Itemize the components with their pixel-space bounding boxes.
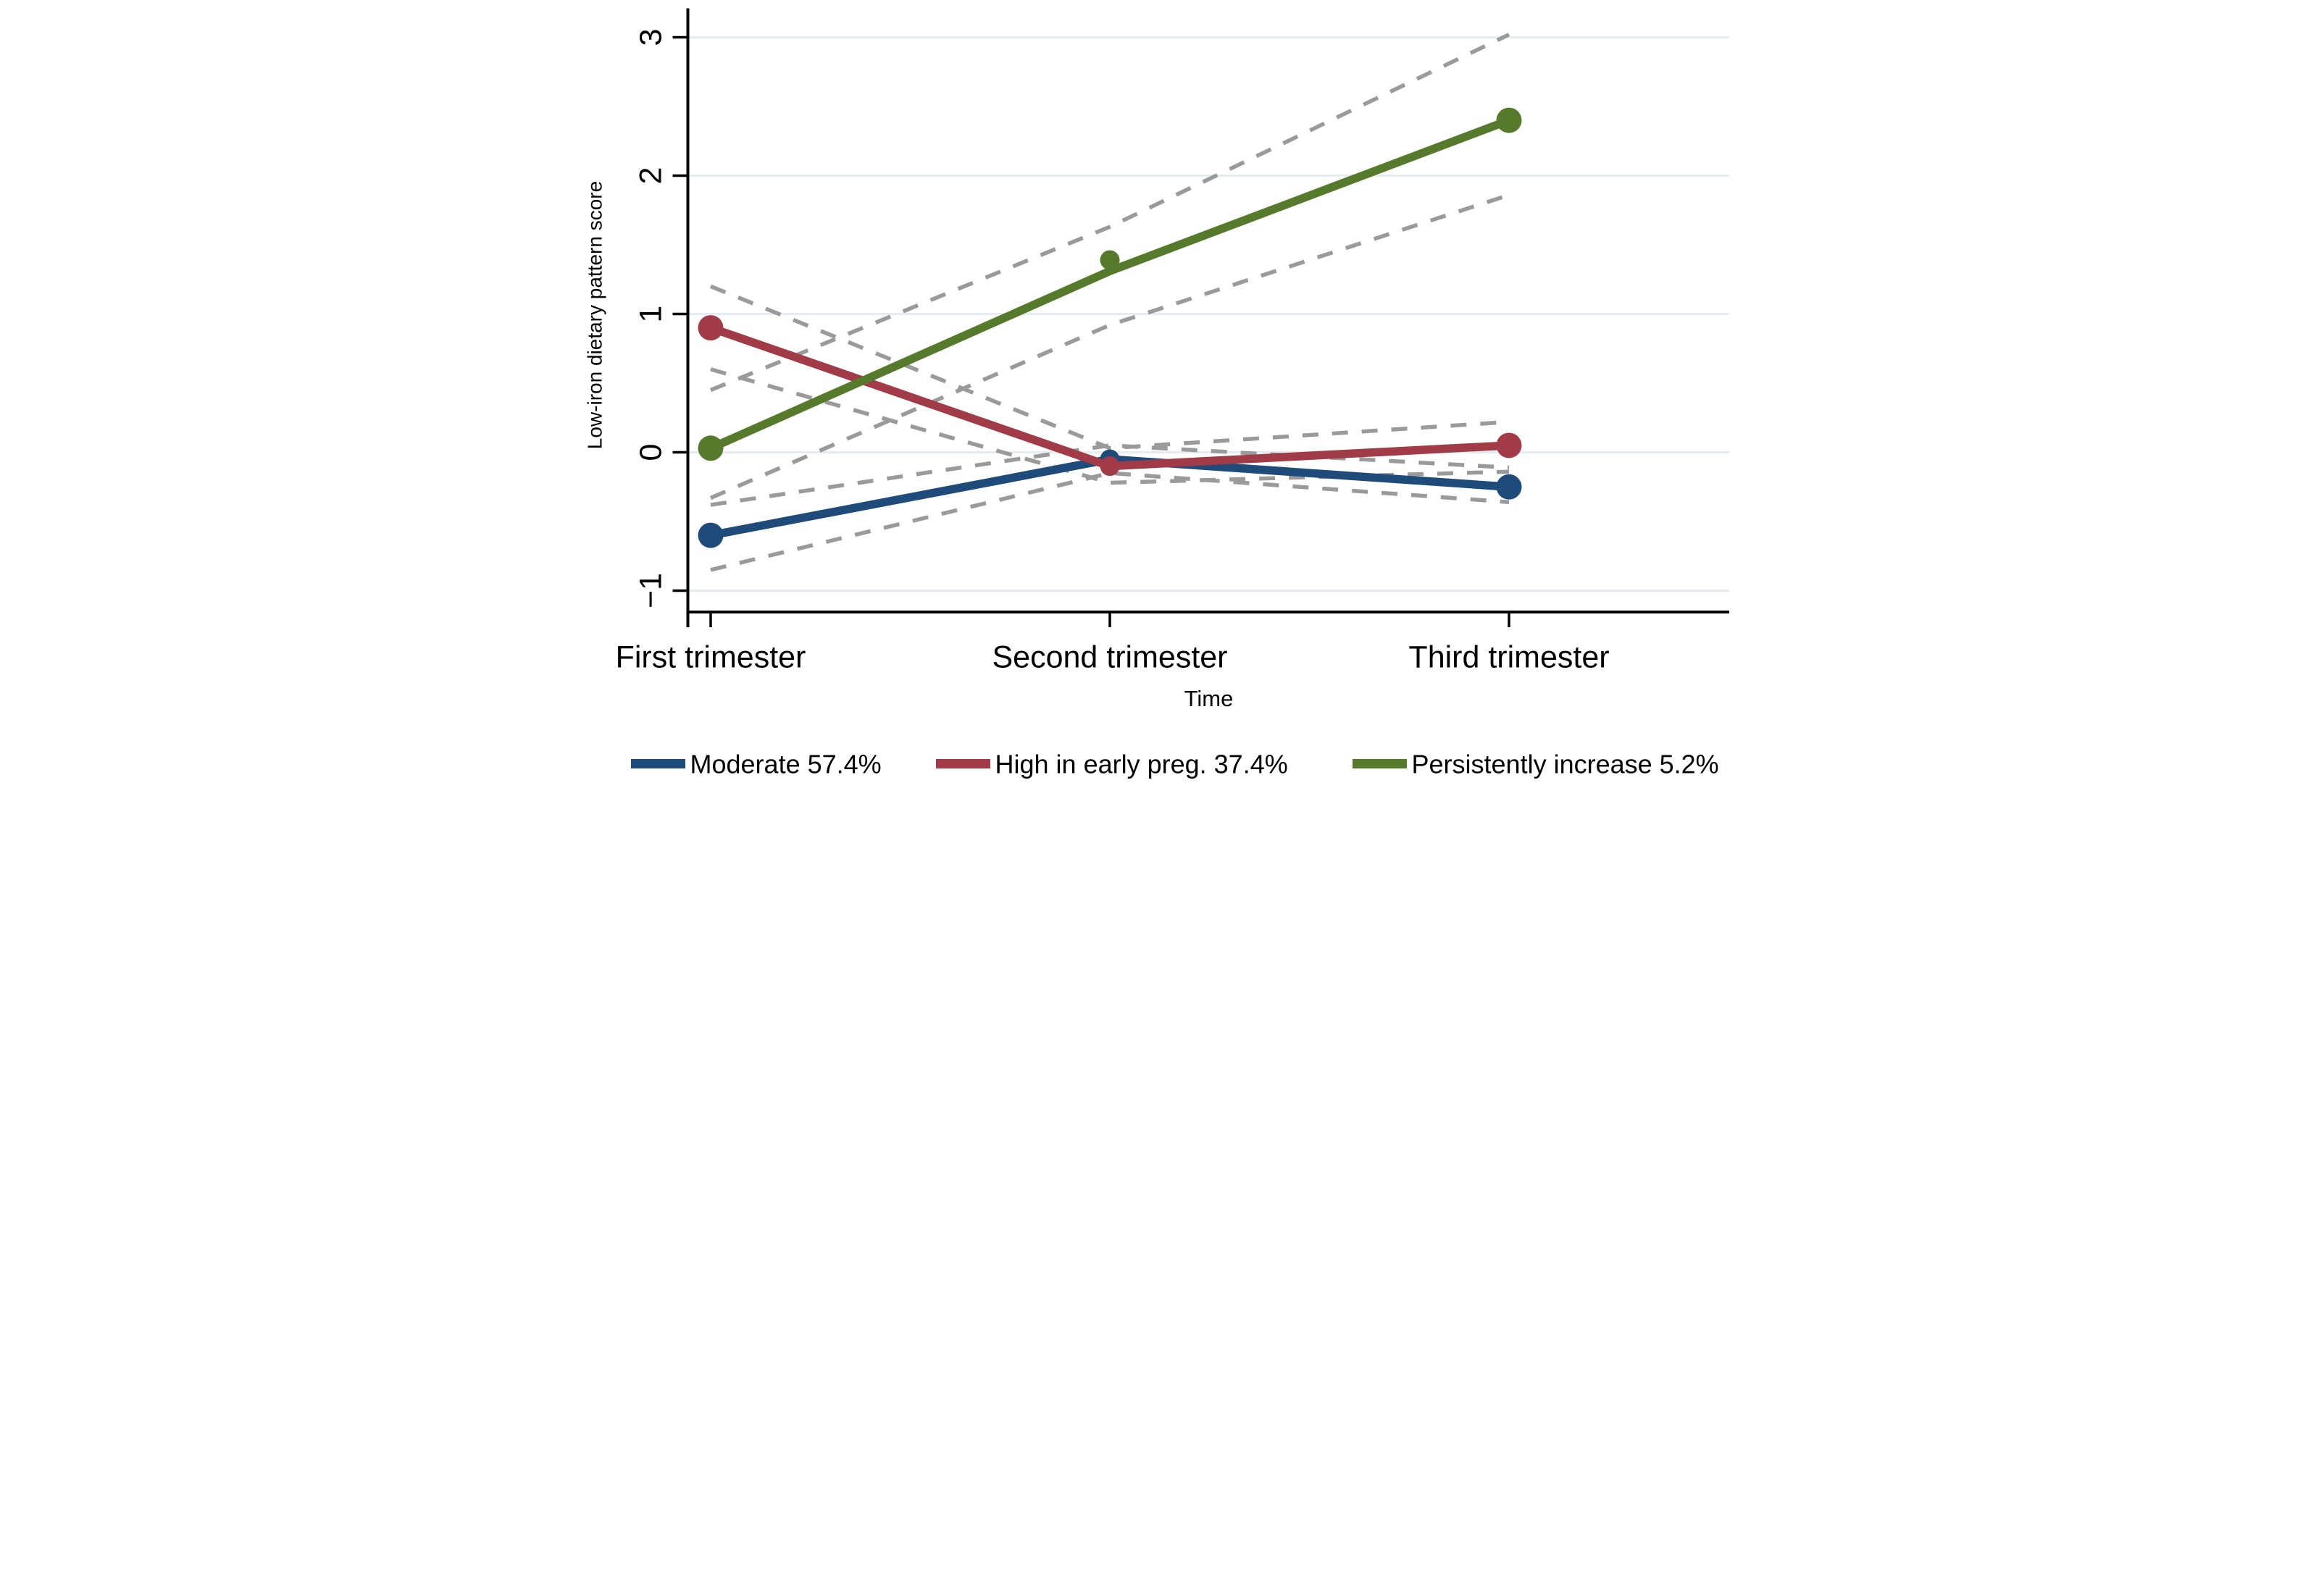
trajectory-chart: 3 2 1 0 −1 First trimester Second trimester Thi… xyxy=(581,0,1743,792)
x-axis-title: Time xyxy=(1184,686,1234,711)
y-tick-label: 1 xyxy=(634,306,669,323)
x-category-label: Third trimester xyxy=(1408,640,1609,675)
marker-persistently-increase-0 xyxy=(698,435,724,461)
y-tick-label: −1 xyxy=(634,573,669,608)
marker-moderate-0 xyxy=(698,522,724,548)
legend-label-moderate: Moderate 57.4% xyxy=(690,750,882,779)
y-tick-label: 2 xyxy=(634,167,669,185)
marker-persistently-increase-1 xyxy=(1100,250,1120,270)
marker-high-early-preg-0 xyxy=(698,315,724,341)
chart-figure: 3 2 1 0 −1 First trimester Second trimester Thi… xyxy=(581,0,1743,792)
marker-persistently-increase-2 xyxy=(1496,107,1522,133)
legend-label-persistently-increase: Persistently increase 5.2% xyxy=(1412,750,1719,779)
marker-high-early-preg-2 xyxy=(1496,432,1522,458)
ci-upper-persistently-increase xyxy=(709,33,1510,393)
legend-swatch-high-early-preg xyxy=(936,759,990,768)
legend-swatch-persistently-increase xyxy=(1353,759,1407,768)
y-tick-label: 3 xyxy=(634,29,669,46)
marker-moderate-2 xyxy=(1496,474,1522,500)
legend-swatch-moderate xyxy=(631,759,685,768)
y-tick-label: 0 xyxy=(634,444,669,461)
x-category-label: Second trimester xyxy=(992,640,1227,675)
ci-upper-moderate xyxy=(710,443,1510,507)
marker-high-early-preg-1 xyxy=(1100,456,1120,477)
y-axis-title: Low-iron dietary pattern score xyxy=(584,181,606,449)
legend-label-high-early-preg: High in early preg. 37.4% xyxy=(995,750,1288,779)
series-line-persistently-increase xyxy=(706,116,1513,453)
x-category-label: First trimester xyxy=(616,640,806,675)
ci-upper-high-early-preg xyxy=(709,284,1510,451)
ci-lower-persistently-increase xyxy=(709,193,1510,500)
chart-layers: 3 2 1 0 −1 First trimester Second trimester Thi… xyxy=(616,8,1729,779)
